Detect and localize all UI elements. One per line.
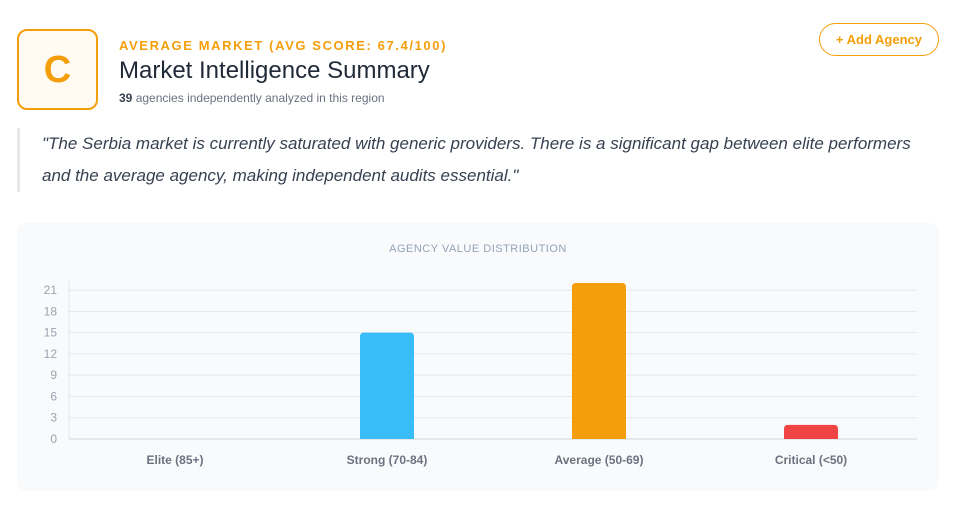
x-tick-label: Strong (70-84) (347, 453, 428, 467)
market-quote: "The Serbia market is currently saturate… (17, 128, 922, 192)
page-title: Market Intelligence Summary (119, 57, 430, 84)
y-tick-label: 0 (50, 432, 57, 446)
bar-2 (360, 332, 414, 439)
y-tick-label: 15 (44, 326, 58, 340)
x-tick-label: Elite (85+) (146, 453, 203, 467)
bar-chart: 0 3 6 9 12 15 18 21 Elite (85+) Strong (70-84) Ave… (44, 279, 917, 467)
header-text: AVERAGE MARKET (AVG SCORE: 67.4/100) Mar… (119, 38, 447, 105)
x-tick-label: Critical (<50) (775, 453, 847, 467)
chart-title: AGENCY VALUE DISTRIBUTION (389, 243, 567, 255)
agency-count: 39 (119, 91, 133, 105)
chart-card: AGENCY VALUE DISTRIBUTION 0 3 6 9 12 15 18 21 El… (17, 223, 939, 491)
agencies-analyzed-rest: agencies independently analyzed in this … (132, 91, 385, 105)
bar-4 (784, 424, 838, 439)
add-agency-button[interactable]: + Add Agency (818, 23, 939, 56)
y-tick-label: 12 (44, 347, 58, 361)
y-tick-label: 3 (50, 411, 57, 425)
y-tick-label: 6 (50, 389, 57, 403)
y-tick-label: 9 (50, 368, 57, 382)
x-tick-label: Average (50-69) (555, 453, 644, 467)
market-score-label: AVERAGE MARKET (AVG SCORE: 67.4/100) (119, 38, 448, 53)
y-tick-label: 21 (44, 283, 58, 297)
agencies-analyzed-text: 39 agencies independently analyzed in th… (119, 91, 447, 105)
grade-badge: C (17, 29, 98, 110)
y-tick-label: 18 (44, 304, 58, 318)
grade-letter: C (43, 48, 72, 91)
bar-3 (572, 283, 626, 439)
